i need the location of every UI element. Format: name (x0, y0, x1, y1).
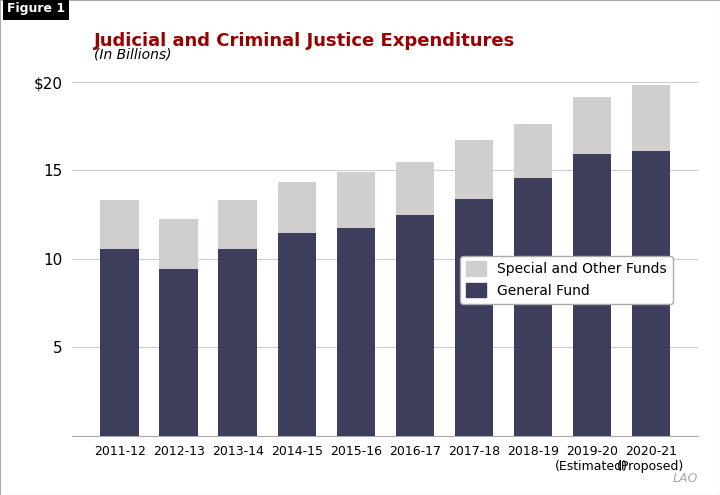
Bar (277, 182, 316, 233)
Bar (218, 200, 257, 249)
Bar (513, 124, 552, 178)
Bar (101, 249, 139, 436)
Bar (572, 97, 611, 153)
Bar (513, 178, 552, 436)
Text: LAO: LAO (673, 472, 698, 485)
Bar (395, 161, 434, 215)
Bar (160, 268, 198, 436)
Text: Figure 1: Figure 1 (7, 2, 66, 15)
Bar (336, 228, 375, 436)
Text: (In Billions): (In Billions) (94, 47, 171, 61)
Bar (218, 249, 257, 436)
Bar (336, 172, 375, 228)
Legend: Special and Other Funds, General Fund: Special and Other Funds, General Fund (460, 256, 672, 303)
Bar (454, 198, 493, 436)
Bar (277, 233, 316, 436)
Bar (395, 215, 434, 436)
Bar (160, 219, 198, 268)
Text: Judicial and Criminal Justice Expenditures: Judicial and Criminal Justice Expenditur… (94, 32, 515, 50)
Bar (631, 85, 670, 151)
Bar (101, 199, 139, 249)
Bar (631, 151, 670, 436)
Bar (572, 153, 611, 436)
Bar (454, 141, 493, 198)
